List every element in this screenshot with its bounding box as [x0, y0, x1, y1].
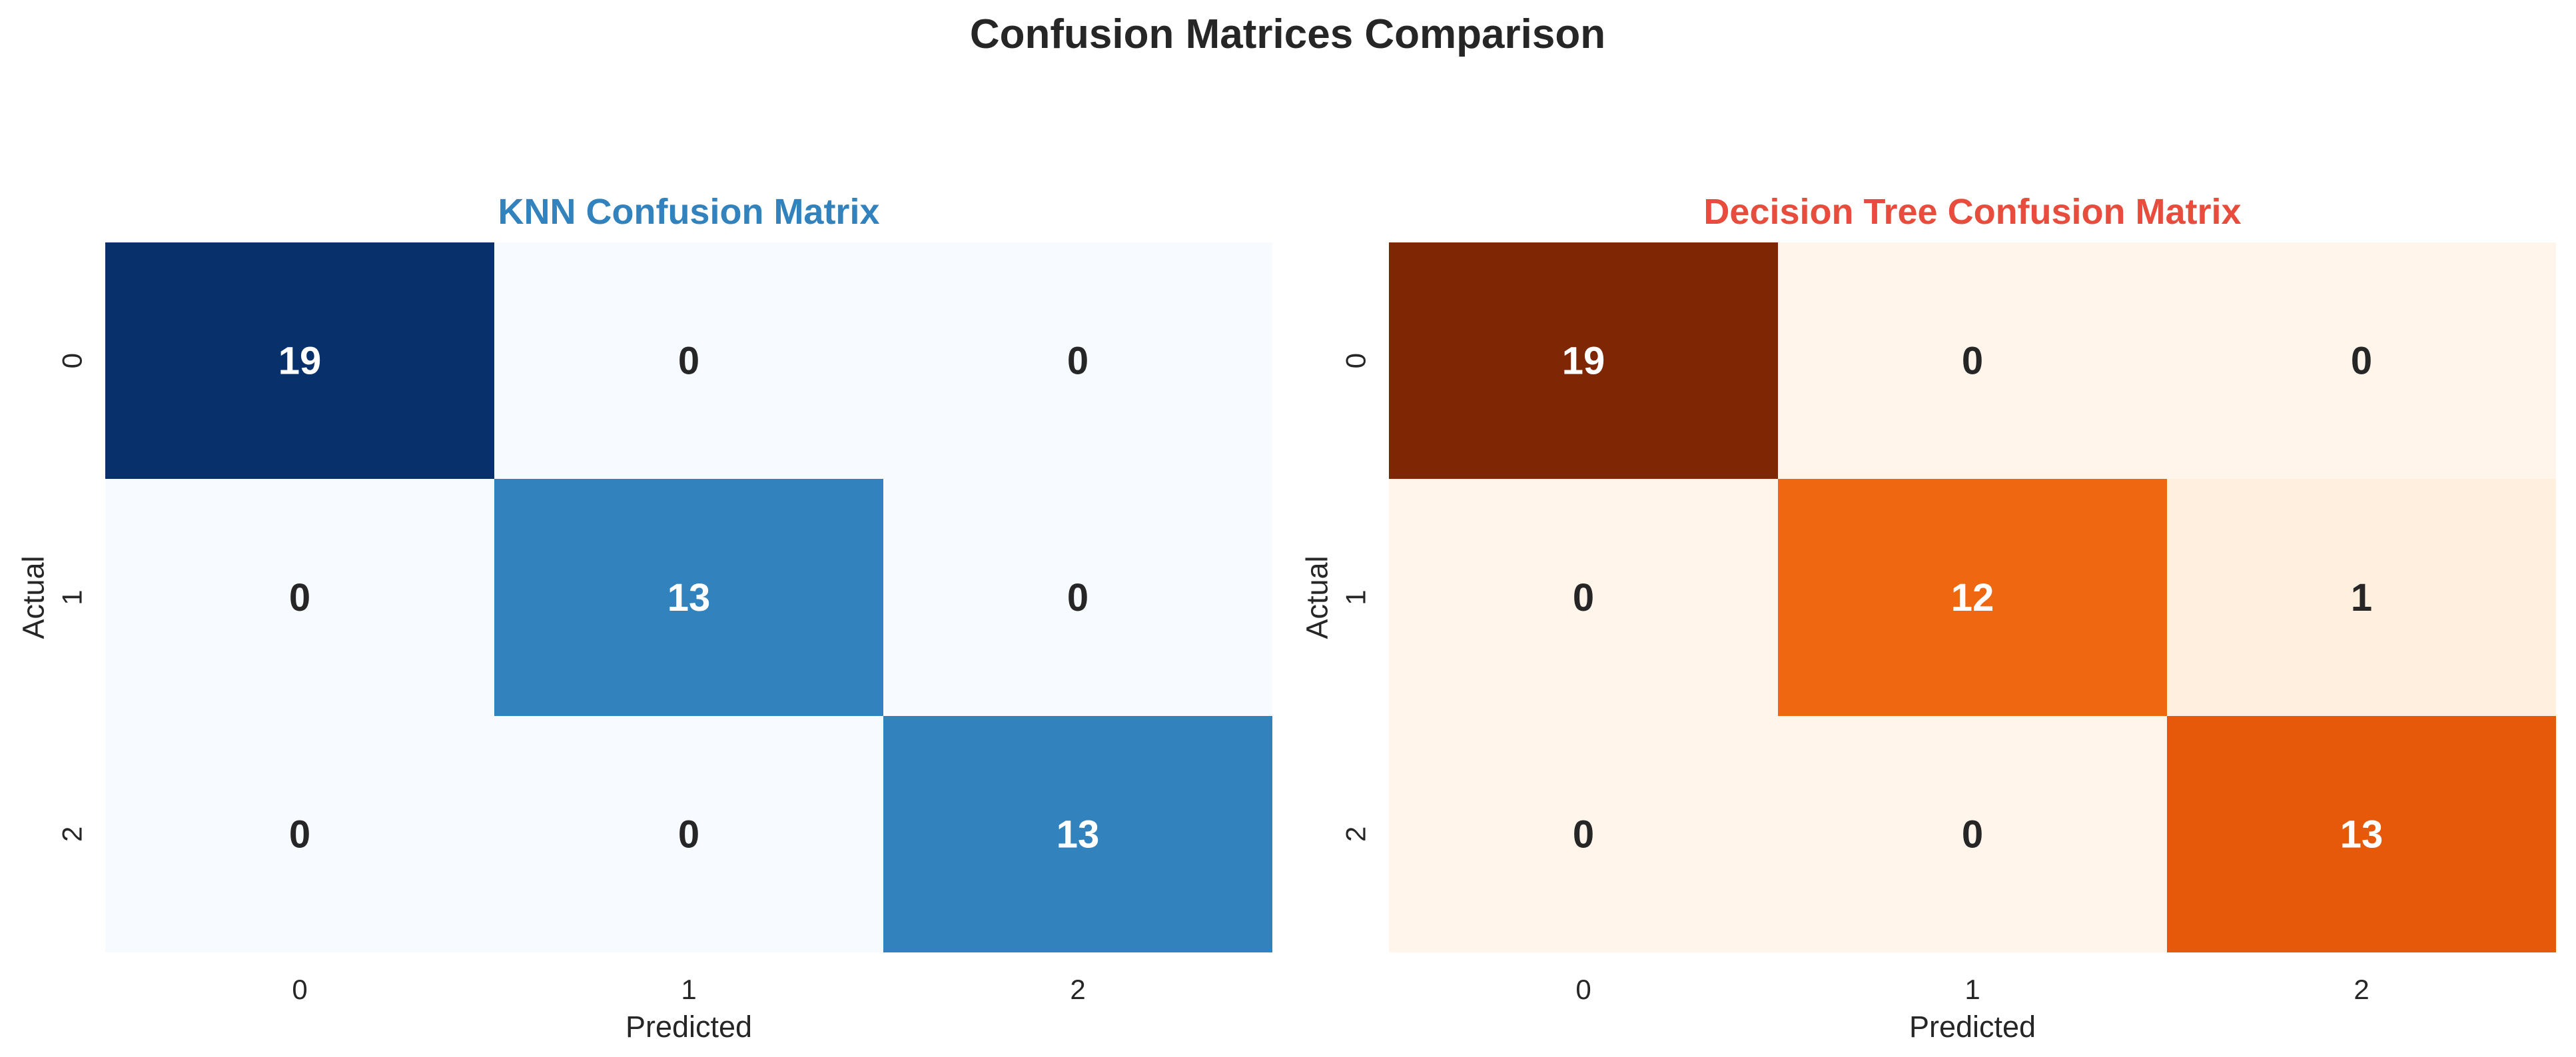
decision-tree-cell-value-r2-c1: 0	[1962, 813, 1983, 856]
decision-tree-x-tick-label: 0	[1575, 974, 1591, 1005]
figure-suptitle: Confusion Matrices Comparison	[970, 11, 1605, 57]
decision-tree-y-tick-label: 0	[1340, 353, 1372, 368]
decision-tree-cell-value-r1-c1: 12	[1951, 576, 1994, 619]
knn-heatmap-cell-r1-c1	[494, 479, 883, 716]
decision-tree-cell-value-r0-c1: 0	[1962, 340, 1983, 383]
decision-tree-heatmap-cell-r1-c1	[1778, 479, 2167, 716]
knn-y-tick-label: 2	[57, 827, 88, 842]
decision-tree-y-tick-label: 1	[1340, 589, 1372, 605]
knn-y-axis-label: Actual	[17, 555, 51, 639]
decision-tree-heatmap-cell-r2-c2	[2167, 716, 2556, 952]
decision-tree-cell-value-r2-c2: 13	[2340, 813, 2383, 856]
decision-tree-heatmap-cell-r1-c0	[1389, 479, 1778, 716]
knn-x-axis-label: Predicted	[626, 1010, 752, 1044]
decision-tree-chart-title: Decision Tree Confusion Matrix	[1703, 192, 2241, 232]
knn-heatmap-cell-r2-c1	[494, 716, 883, 952]
decision-tree-cell-value-r2-c0: 0	[1573, 813, 1594, 856]
knn-cell-value-r2-c2: 13	[1057, 813, 1100, 856]
decision-tree-x-tick-label: 1	[1964, 974, 1980, 1005]
decision-tree-cell-value-r1-c0: 0	[1573, 576, 1594, 619]
knn-y-tick-label: 0	[57, 353, 88, 368]
decision-tree-y-axis-label: Actual	[1300, 555, 1334, 639]
knn-cell-value-r1-c1: 13	[667, 576, 711, 619]
decision-tree-x-tick-label: 2	[2354, 974, 2369, 1005]
knn-heatmap-cell-r1-c0	[105, 479, 494, 716]
decision-tree-heatmap-cell-r0-c1	[1778, 242, 2167, 479]
knn-heatmap-cell-r2-c0	[105, 716, 494, 952]
knn-y-tick-label: 1	[57, 589, 88, 605]
knn-cell-value-r1-c2: 0	[1067, 576, 1088, 619]
knn-x-tick-label: 1	[681, 974, 696, 1005]
decision-tree-heatmap-cell-r2-c1	[1778, 716, 2167, 952]
knn-heatmap-cell-r0-c2	[883, 242, 1272, 479]
decision-tree-y-tick-label: 2	[1340, 827, 1372, 842]
decision-tree-cell-value-r1-c2: 1	[2351, 576, 2372, 619]
knn-x-tick-label: 0	[292, 974, 307, 1005]
knn-x-tick-label: 2	[1070, 974, 1085, 1005]
decision-tree-cell-value-r0-c2: 0	[2351, 340, 2372, 383]
decision-tree-cell-value-r0-c0: 19	[1562, 340, 1605, 383]
decision-tree-heatmap-cell-r1-c2	[2167, 479, 2556, 716]
knn-heatmap-cell-r0-c1	[494, 242, 883, 479]
knn-heatmap-cell-r2-c2	[883, 716, 1272, 952]
knn-cell-value-r2-c1: 0	[678, 813, 699, 856]
knn-chart-title: KNN Confusion Matrix	[498, 192, 880, 232]
knn-confusion-matrix-panel: KNN Confusion Matrix 19 0 0 0 13 0 0 0 13 0 1 2 0 1 2 Pr…	[17, 192, 1272, 1044]
knn-cell-value-r0-c0: 19	[278, 340, 322, 383]
decision-tree-heatmap-cell-r0-c0	[1389, 242, 1778, 479]
decision-tree-x-axis-label: Predicted	[1909, 1010, 2036, 1044]
knn-cell-value-r0-c1: 0	[678, 340, 699, 383]
knn-cell-value-r2-c0: 0	[289, 813, 310, 856]
knn-heatmap-cell-r1-c2	[883, 479, 1272, 716]
knn-cell-value-r1-c0: 0	[289, 576, 310, 619]
decision-tree-heatmap-cell-r0-c2	[2167, 242, 2556, 479]
decision-tree-heatmap-cell-r2-c0	[1389, 716, 1778, 952]
knn-cell-value-r0-c2: 0	[1067, 340, 1088, 383]
knn-heatmap-cell-r0-c0	[105, 242, 494, 479]
